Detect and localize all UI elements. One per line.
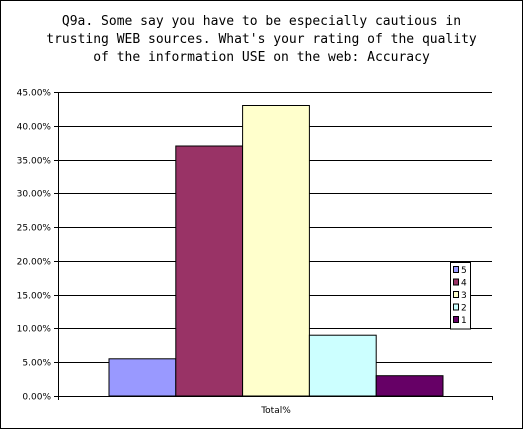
legend-label: 4	[461, 279, 467, 289]
chart-title-line: of the information USE on the web: Accur…	[93, 50, 430, 65]
y-tick-label: 5.00%	[22, 359, 51, 369]
y-tick-label: 0.00%	[22, 393, 51, 403]
x-tick-label: Total%	[260, 406, 291, 416]
y-tick-label: 35.00%	[17, 157, 52, 167]
y-tick-label: 40.00%	[17, 123, 52, 133]
y-tick-label: 15.00%	[17, 292, 52, 302]
chart-title-line: Q9a. Some say you have to be especially …	[61, 14, 462, 29]
legend-swatch-2	[453, 303, 459, 311]
y-tick-label: 30.00%	[17, 190, 52, 200]
chart-title-line: trusting WEB sources. What's your rating…	[46, 32, 477, 47]
y-tick-label: 10.00%	[17, 325, 52, 335]
chart-title: Q9a. Some say you have to be especially …	[1, 13, 522, 67]
legend-swatch-5	[453, 266, 459, 273]
y-tick-label: 25.00%	[17, 224, 52, 234]
legend-swatch-4	[453, 278, 459, 286]
bar-series-5	[108, 358, 177, 397]
bar-series-4	[175, 145, 244, 397]
legend-label: 3	[461, 291, 467, 301]
legend-swatch-1	[453, 316, 459, 323]
bar-series-2	[308, 334, 377, 397]
y-tick-label: 45.00%	[17, 89, 52, 99]
bar-series-3	[242, 105, 310, 397]
legend-swatch-3	[453, 291, 459, 298]
bar-series-1	[375, 375, 444, 397]
legend-label: 2	[461, 304, 467, 314]
legend-label: 5	[461, 266, 467, 276]
y-tick-label: 20.00%	[17, 258, 52, 268]
legend-label: 1	[461, 316, 467, 326]
